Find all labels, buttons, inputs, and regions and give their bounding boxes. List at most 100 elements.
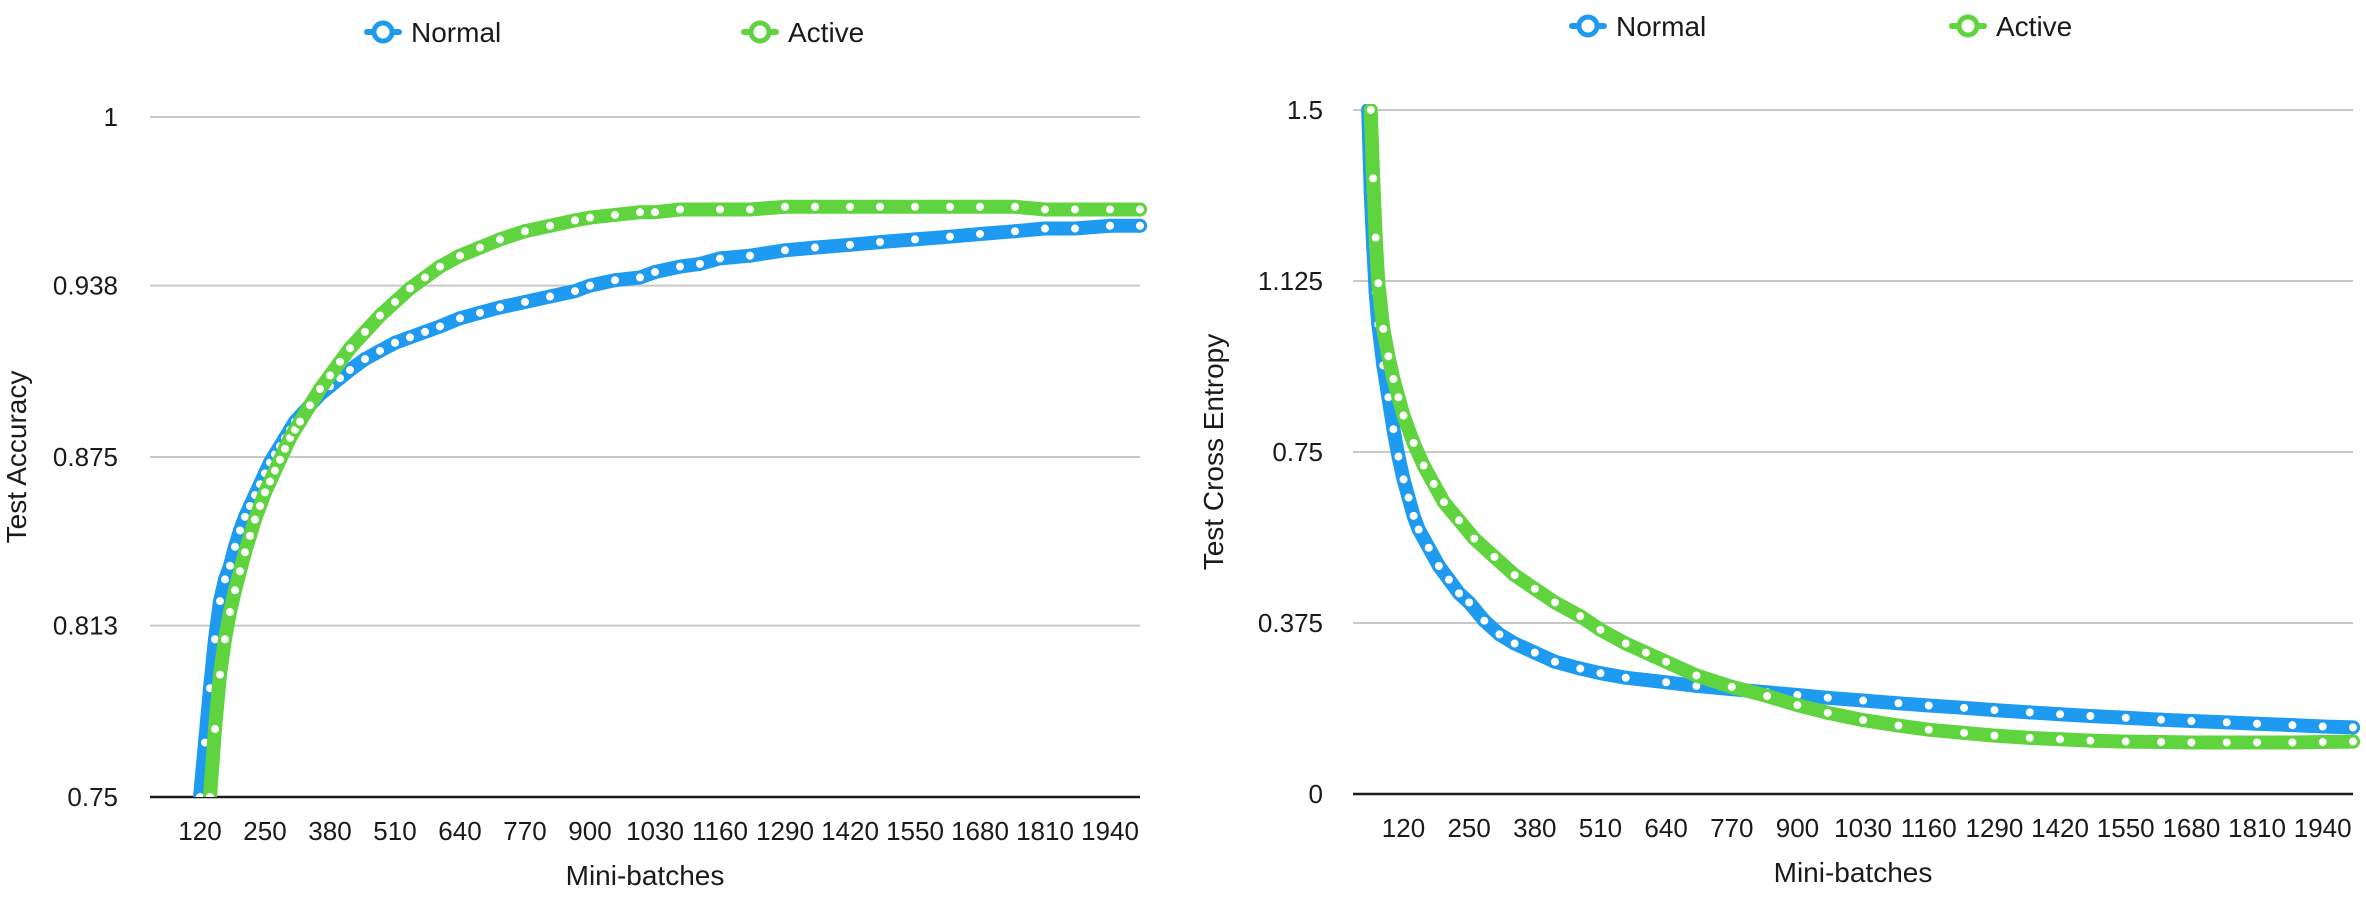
cross-entropy-data-point-active [1391,390,1406,405]
cross-entropy-data-point-active [1548,595,1563,610]
accuracy-y-tick-label: 0.813 [53,611,118,641]
accuracy-data-point-active [608,207,622,222]
accuracy-data-point-active [203,790,217,797]
cross-entropy-x-tick-label: 510 [1579,813,1622,843]
cross-entropy-data-point-normal [1548,654,1563,669]
accuracy-data-point-active [543,218,557,233]
cross-entropy-data-point-active [1376,321,1391,336]
accuracy-data-point-active [453,248,467,263]
accuracy-data-point-active [908,199,922,214]
accuracy-data-point-normal [648,265,662,280]
accuracy-data-point-active [973,199,987,214]
cross-entropy-x-tick-label: 1290 [1965,813,2023,843]
cross-entropy-data-point-normal [1411,522,1426,537]
cross-entropy-data-point-active [1790,698,1805,713]
cross-entropy-data-point-active [2184,735,2199,750]
cross-entropy-data-point-normal [1659,675,1674,690]
cross-entropy-data-point-active [1987,728,2002,743]
accuracy-x-tick-label: 1550 [886,816,944,846]
cross-entropy-data-point-active [1957,725,1972,740]
accuracy-data-point-active [243,528,257,543]
accuracy-data-point-active [238,545,252,560]
cross-entropy-data-point-active [2250,735,2265,750]
cross-entropy-data-point-active [2083,733,2098,748]
accuracy-data-point-active [213,667,227,682]
accuracy-data-point-active [873,199,887,214]
cross-entropy-data-point-active [1368,230,1383,245]
accuracy-data-point-normal [358,352,372,367]
cross-entropy-data-point-active [1363,104,1378,117]
cross-entropy-data-point-normal [1406,508,1421,523]
accuracy-data-point-active [583,210,597,225]
accuracy-data-point-active [228,583,242,598]
cross-entropy-data-point-active [1366,171,1381,186]
accuracy-x-tick-label: 1030 [626,816,684,846]
accuracy-data-point-normal [518,294,532,309]
cross-entropy-data-point-active [1724,679,1739,694]
accuracy-data-point-normal [343,362,357,377]
cross-entropy-data-point-normal [2315,719,2330,734]
cross-entropy-series-active [1363,104,2360,750]
cross-entropy-data-point-active [1507,568,1522,583]
accuracy-data-point-normal [673,259,687,274]
accuracy-data-point-normal [1133,218,1147,233]
cross-entropy-data-point-active [1856,713,1871,728]
cross-entropy-chart-svg: 0 0.375 0.75 1.125 1.5 120 250 380 510 640 770 900 1… [1198,11,2360,888]
cross-entropy-data-point-normal [2053,707,2068,722]
accuracy-data-point-normal [973,226,987,241]
accuracy-data-point-normal [403,330,417,345]
accuracy-data-point-normal [1038,221,1052,236]
cross-entropy-chart: 0 0.375 0.75 1.125 1.5 120 250 380 510 640 770 900 1… [1183,0,2366,910]
accuracy-x-tick-label: 770 [503,816,546,846]
accuracy-data-point-normal [193,790,207,797]
cross-entropy-data-point-normal [1431,559,1446,573]
cross-entropy-data-point-normal [2184,714,2199,729]
cross-entropy-data-point-active [1638,645,1653,660]
cross-entropy-data-point-normal [1891,696,1906,711]
cross-entropy-data-point-active [1396,408,1411,423]
accuracy-y-tick-label: 1 [104,102,118,132]
cross-entropy-x-tick-label: 1810 [2228,813,2286,843]
accuracy-data-point-normal [213,594,227,609]
cross-entropy-data-point-active [1527,581,1542,596]
cross-entropy-data-point-active [1436,495,1451,510]
cross-entropy-data-point-active [2022,730,2037,745]
accuracy-data-point-active [418,270,432,285]
accuracy-data-point-active [713,202,727,217]
cross-entropy-x-tick-label: 770 [1710,813,1753,843]
accuracy-x-tick-label: 1810 [1016,816,1074,846]
cross-entropy-legend-label-normal: Normal [1616,11,1706,42]
cross-entropy-data-point-normal [1477,613,1492,628]
accuracy-data-point-normal [473,305,487,320]
accuracy-data-point-normal [633,270,647,285]
accuracy-chart-svg: 0.75 0.813 0.875 0.938 1 120 250 380 510 640 770 90… [1,17,1147,891]
accuracy-data-point-normal [543,289,557,304]
accuracy-data-point-normal [713,251,727,266]
accuracy-data-point-active [323,368,337,383]
cross-entropy-data-point-active [1820,705,1835,720]
cross-entropy-data-point-active [2219,735,2234,750]
cross-entropy-data-point-normal [1386,422,1401,437]
cross-entropy-data-point-normal [2118,710,2133,725]
cross-entropy-data-point-normal [1396,472,1411,487]
cross-entropy-y-tick-label: 1.5 [1287,95,1323,125]
cross-entropy-series-line-normal [1361,104,2360,735]
cross-entropy-x-tick-label: 120 [1382,813,1425,843]
cross-entropy-x-tick-label: 1160 [1901,813,1957,843]
accuracy-data-point-normal [908,232,922,247]
accuracy-data-point-normal [453,311,467,326]
accuracy-data-point-normal [493,300,507,315]
accuracy-data-point-active [253,498,267,513]
cross-entropy-data-point-active [2315,735,2330,750]
accuracy-data-point-normal [778,243,792,258]
accuracy-x-tick-label: 1680 [951,816,1009,846]
accuracy-data-point-normal [388,335,402,350]
cross-entropy-data-point-active [1659,654,1674,669]
accuracy-x-tick-label: 250 [243,816,286,846]
cross-entropy-y-tick-label: 0 [1309,779,1323,809]
cross-entropy-data-point-normal [1921,698,1936,713]
cross-entropy-data-point-normal [2346,720,2360,735]
accuracy-x-axis-title: Mini-batches [566,860,725,891]
accuracy-x-tick-label: 510 [373,816,416,846]
cross-entropy-data-point-active [2285,735,2300,750]
